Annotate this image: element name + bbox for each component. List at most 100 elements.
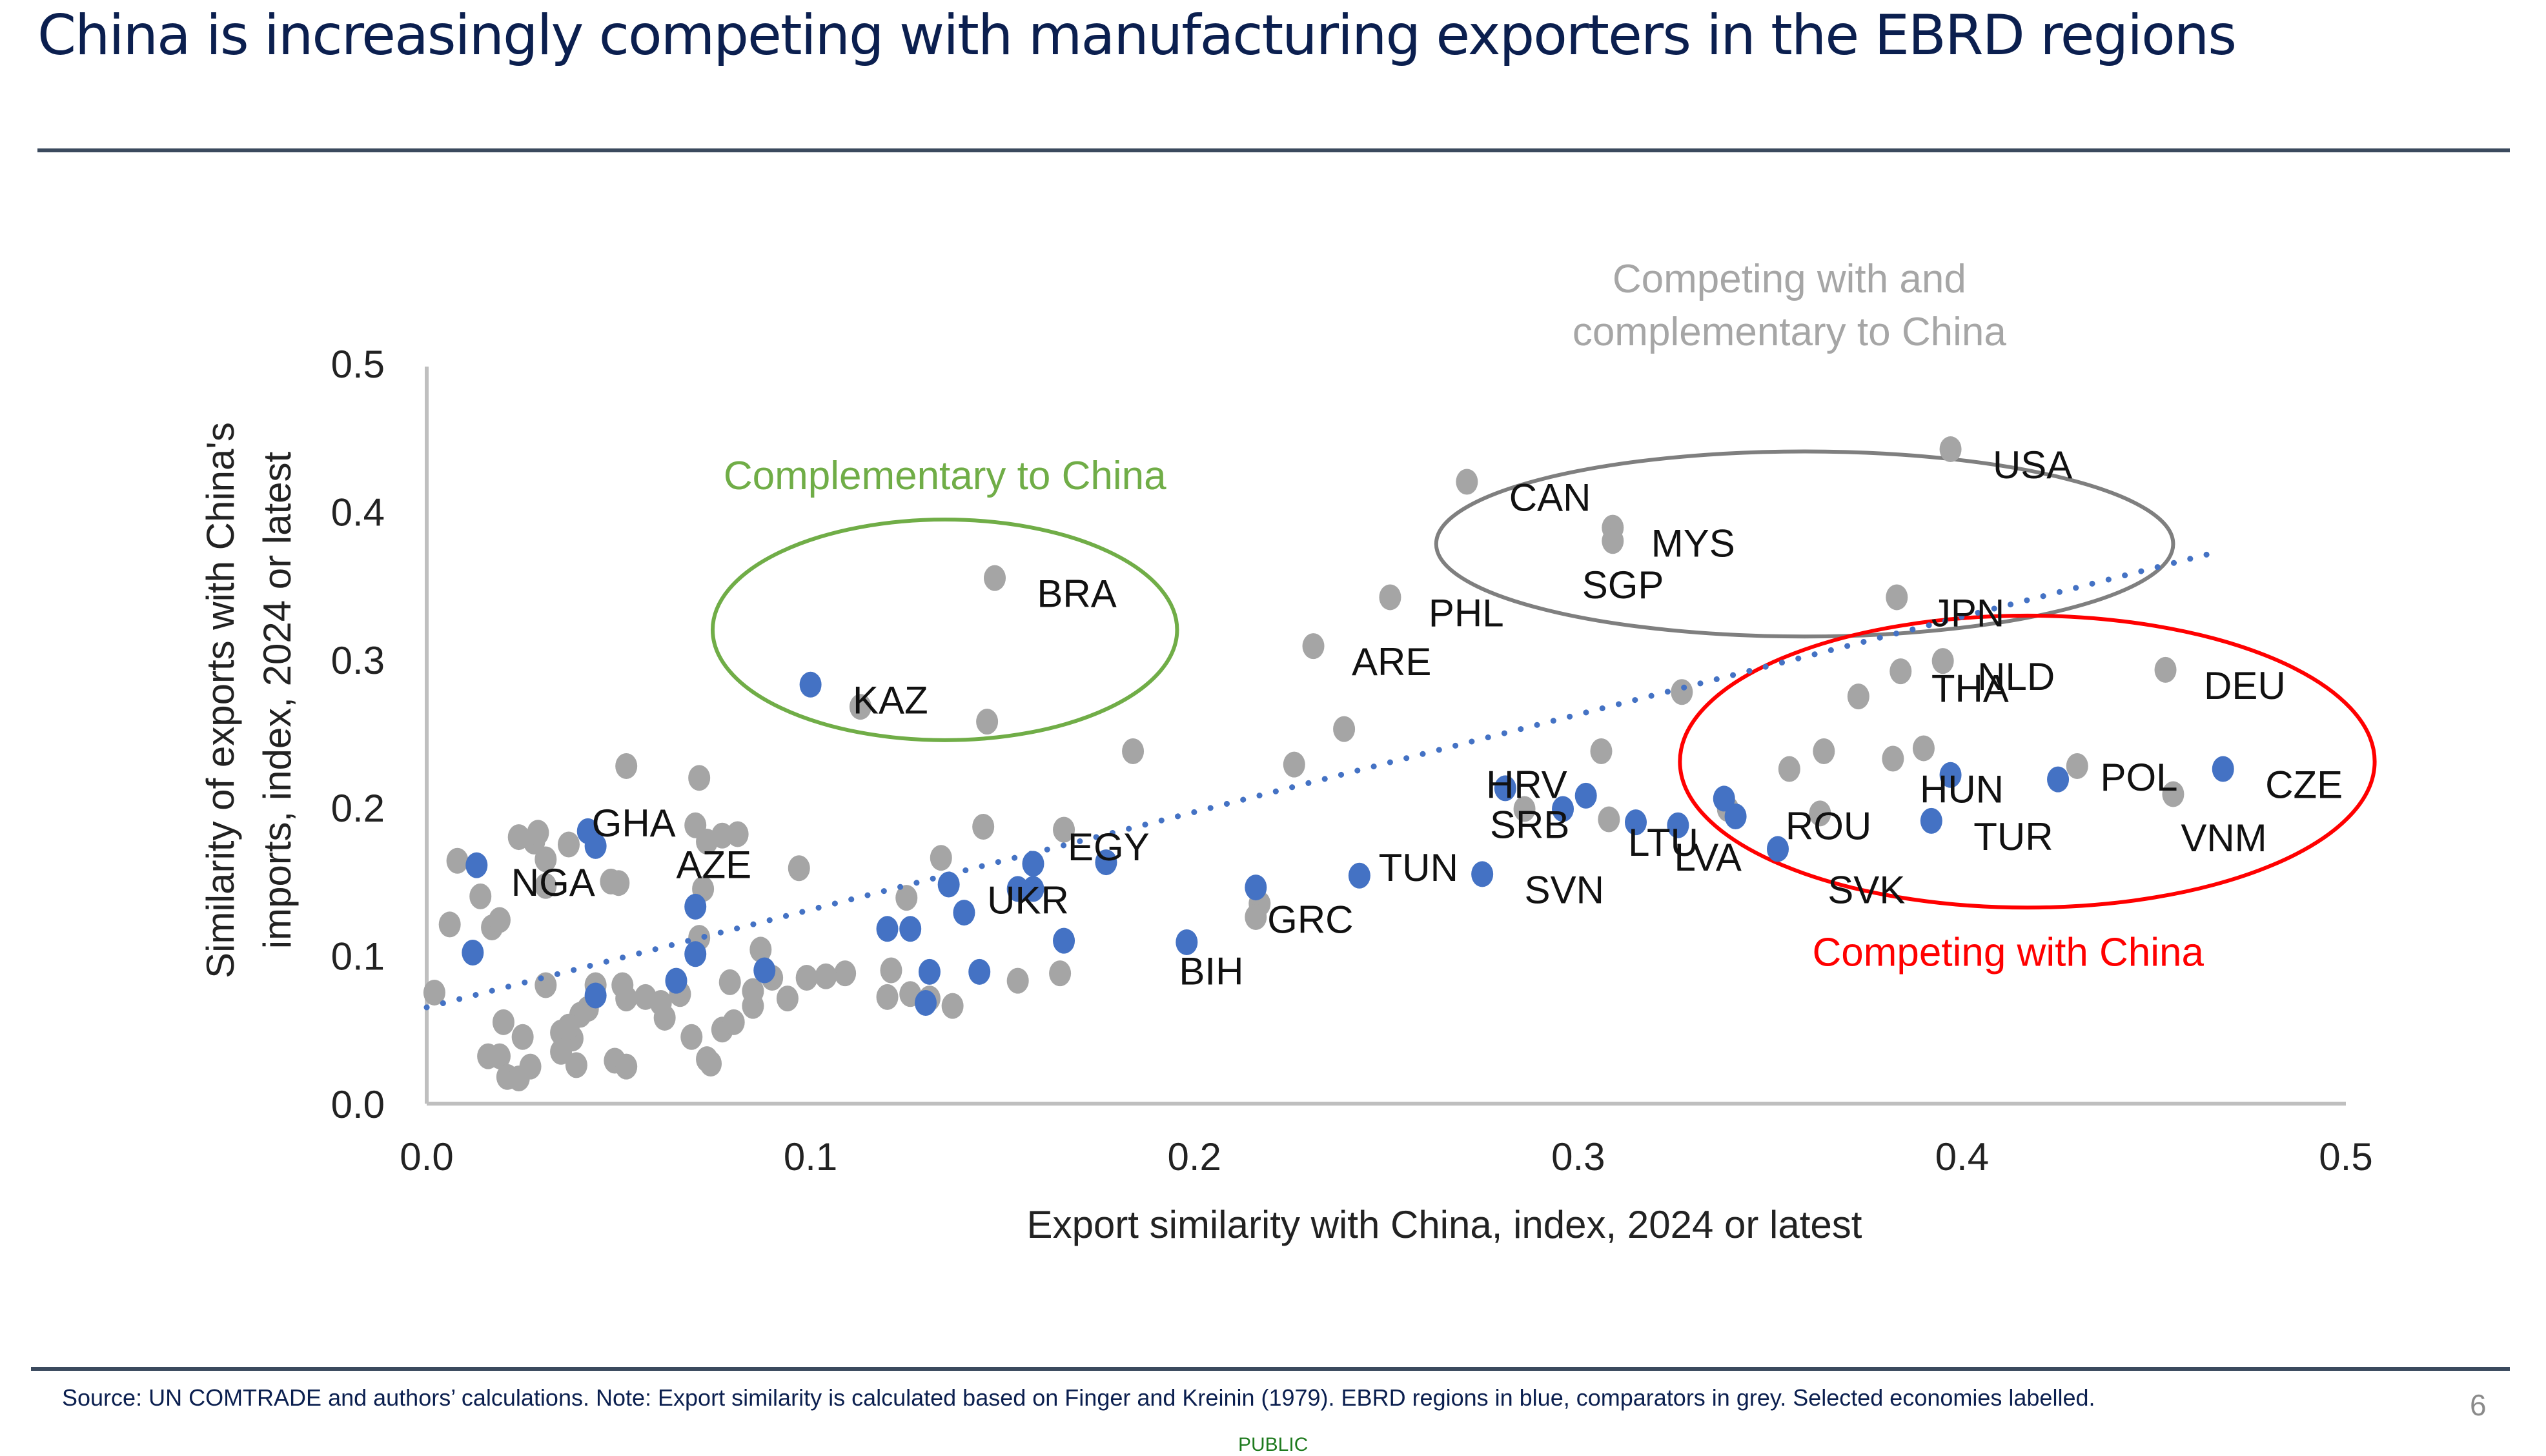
comparator-point [565,1052,587,1078]
comparator-point [615,1053,638,1080]
comparator-point [1049,960,1072,987]
ebrd-point [799,671,822,698]
comparator-point [1778,756,1800,782]
point-label-tha: THA [1931,667,2009,710]
comparator-point [1379,584,1401,611]
comparator-point [423,979,445,1006]
ebrd-point [1006,876,1029,902]
comparator-point [1053,816,1075,843]
comparator-point [550,1019,573,1046]
x-tick-label: 0.1 [784,1135,837,1178]
comparator-point [2154,656,2177,683]
point-label-gha: GHA [592,802,676,845]
comparator-point [1813,738,1835,765]
y-tick-label: 0.4 [331,490,385,534]
data-points [423,436,2234,1092]
tick-labels: 0.0 0.1 0.2 0.3 0.4 0.5 0.0 0.1 0.2 0.3 0.4 0.5 [331,343,2373,1178]
comparator-point [634,984,657,1010]
trendline [423,548,2223,1011]
comparator-point [815,963,837,989]
annotation-ellipse-complementary [710,518,1179,742]
comparator-point [976,709,999,735]
comparator-point [653,1004,676,1031]
trendline-layer [423,548,2223,1011]
point-label-cze: CZE [2265,763,2343,806]
annotation-text-complementary: Complementary to China [724,454,1166,498]
point-label-jpn: JPN [1931,591,2004,634]
comparator-point [849,694,871,720]
comparator-point [446,847,469,874]
ebrd-point [1022,876,1044,902]
annotation-text-both: complementary to China [1573,310,2006,354]
comparator-point [1598,806,1620,833]
ebrd-point [684,893,707,920]
comparator-point [1886,584,1908,611]
comparator-point [972,814,995,840]
comparator-point [1456,469,1478,495]
comparator-point [527,820,549,846]
comparator-point [535,972,557,998]
comparator-point [615,753,638,779]
ebrd-point [584,833,607,859]
comparator-point [930,845,952,871]
x-tick-label: 0.3 [1551,1135,1605,1178]
comparator-point [834,960,857,987]
ebrd-point [465,852,488,878]
ebrd-point [1574,782,1597,809]
point-label-usa: USA [1993,443,2072,487]
footer-divider [31,1367,2510,1371]
comparator-point [550,1038,573,1065]
slide-title: China is increasingly competing with man… [37,3,2237,68]
source-note: Source: UN COMTRADE and authors’ calcula… [62,1384,2095,1411]
ebrd-point [953,900,975,926]
ebrd-point [1624,809,1647,836]
annotation-ellipse-both [1434,449,2175,639]
y-tick-label: 0.1 [331,935,385,978]
point-label-ltu: LTU [1628,821,1698,864]
point-label-sgp: SGP [1582,563,1664,607]
comparator-point [1882,745,1904,772]
point-label-nld: NLD [1977,655,2055,698]
annotation-ellipse-competing [1678,613,2377,910]
ebrd-point [918,958,941,985]
comparator-point [1602,528,1624,554]
point-label-grc: GRC [1267,898,1353,941]
point-label-nga: NGA [511,861,595,904]
x-tick-label: 0.0 [400,1135,453,1178]
comparator-point [749,936,772,963]
comparator-point [607,870,630,896]
comparator-point [615,986,638,1012]
x-tick-label: 0.2 [1167,1135,1221,1178]
ebrd-point [665,967,687,994]
ebrd-point [1920,807,1942,834]
annotation-text-both: Competing with and [1613,257,1966,301]
ebrd-point [899,916,922,942]
y-tick-label: 0.2 [331,787,385,830]
ebrd-point [1494,775,1516,802]
comparator-point [895,885,918,911]
ebrd-point [2047,766,2070,793]
comparator-point [1939,436,1962,463]
comparator-point [722,1009,745,1035]
point-label-are: ARE [1352,640,1431,683]
title-divider [37,148,2510,152]
ebrd-point [1552,796,1574,822]
point-label-aze: AZE [676,843,751,886]
point-label-bih: BIH [1179,950,1243,993]
ebrd-point [1766,836,1789,862]
comparator-point [680,1024,703,1050]
comparator-point [984,565,1006,591]
ebrd-point [1095,849,1117,876]
comparator-point [1245,904,1267,930]
comparator-point [941,993,964,1019]
comparator-point [1302,633,1325,660]
point-label-svk: SVK [1828,868,1905,911]
y-axis-title-line-1: Similarity of exports with China's [199,422,242,978]
point-label-kaz: KAZ [853,679,928,722]
comparator-point [1333,716,1356,742]
comparator-point [1122,738,1145,765]
point-label-rou: ROU [1786,805,1871,848]
y-axis-title-line-2: imports, index, 2024 or latest [256,451,299,949]
